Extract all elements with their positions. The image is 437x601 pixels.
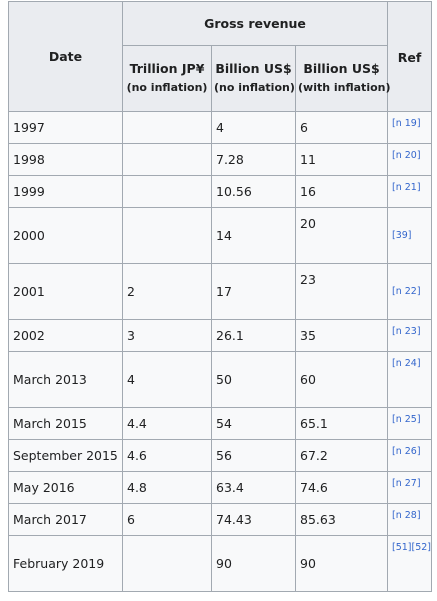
usd-infl-column-header: Billion US$ (with inflation)	[294, 45, 391, 112]
date-cell: March 2015	[8, 407, 123, 440]
ref-cell: [n 24]	[387, 351, 433, 408]
jpy-cell: 4.8	[122, 471, 212, 504]
usd-infl-cell: 23	[294, 263, 389, 320]
usd-cell: 90	[211, 535, 296, 592]
usd-infl-cell: 35	[294, 319, 389, 352]
ref-link[interactable]: [51][52]	[392, 542, 432, 553]
usd-infl-cell: 74.6	[294, 471, 389, 504]
usd-cell: 10.56	[211, 175, 296, 208]
usd-cell: 4	[211, 111, 296, 144]
ref-cell: [n 22]	[387, 263, 433, 320]
date-cell: February 2019	[8, 535, 123, 592]
usd-infl-cell: 60	[294, 351, 389, 408]
usd-infl-cell: 11	[294, 143, 389, 176]
jpy-cell: 4	[122, 351, 212, 408]
table-row: 2002 3 26.1 35 [n 23]	[8, 319, 433, 352]
gross-revenue-header: Gross revenue	[121, 1, 389, 46]
ref-link[interactable]: [n 22]	[392, 286, 421, 297]
jpy-column-header: Trillion JP¥ (no inflation)	[122, 45, 212, 112]
table-row: March 2013 4 50 60 [n 24]	[8, 351, 433, 408]
usd-unit-label: Billion US$	[215, 61, 292, 76]
table-row: May 2016 4.8 63.4 74.6 [n 27]	[8, 471, 433, 504]
revenue-table: Date Gross revenue Ref Trillion JP¥ (no …	[8, 1, 433, 592]
jpy-unit-label: Trillion JP¥	[129, 61, 205, 76]
jpy-cell: 4.4	[122, 407, 212, 440]
table-row: 1998 7.28 11 [n 20]	[8, 143, 433, 176]
ref-cell: [n 27]	[387, 471, 433, 504]
usd-column-header: Billion US$ (no inflation)	[211, 45, 296, 112]
date-cell: 2001	[8, 263, 123, 320]
ref-cell: [n 25]	[387, 407, 433, 440]
usd-cell: 74.43	[211, 503, 296, 536]
date-cell: 1997	[8, 111, 123, 144]
ref-cell: [51][52]	[387, 535, 433, 592]
table-row: March 2017 6 74.43 85.63 [n 28]	[8, 503, 433, 536]
usd-cell: 54	[211, 407, 296, 440]
ref-link[interactable]: [n 19]	[392, 118, 421, 129]
usd-infl-cell: 90	[294, 535, 389, 592]
usd-infl-inflation-note: (with inflation)	[298, 81, 391, 94]
date-cell: September 2015	[8, 439, 123, 472]
ref-link[interactable]: [n 24]	[392, 358, 421, 369]
jpy-cell	[122, 111, 212, 144]
table-row: 2000 14 20 [39]	[8, 207, 433, 264]
ref-link[interactable]: [n 28]	[392, 510, 421, 521]
jpy-cell: 6	[122, 503, 212, 536]
usd-cell: 7.28	[211, 143, 296, 176]
table-row: February 2019 90 90 [51][52]	[8, 535, 433, 592]
jpy-cell	[122, 143, 212, 176]
ref-cell: [n 26]	[387, 439, 433, 472]
date-cell: March 2013	[8, 351, 123, 408]
table-row: September 2015 4.6 56 67.2 [n 26]	[8, 439, 433, 472]
usd-cell: 17	[211, 263, 296, 320]
usd-infl-cell: 85.63	[294, 503, 389, 536]
usd-infl-cell: 67.2	[294, 439, 389, 472]
usd-infl-cell: 20	[294, 207, 389, 264]
jpy-inflation-note: (no inflation)	[126, 81, 208, 94]
usd-infl-cell: 16	[294, 175, 389, 208]
jpy-cell: 4.6	[122, 439, 212, 472]
date-header: Date	[8, 1, 123, 112]
ref-link[interactable]: [39]	[392, 230, 412, 241]
table-row: March 2015 4.4 54 65.1 [n 25]	[8, 407, 433, 440]
table-row: 2001 2 17 23 [n 22]	[8, 263, 433, 320]
usd-cell: 14	[211, 207, 296, 264]
usd-cell: 63.4	[211, 471, 296, 504]
ref-cell: [n 28]	[387, 503, 433, 536]
usd-cell: 50	[211, 351, 296, 408]
ref-link[interactable]: [n 25]	[392, 414, 421, 425]
ref-cell: [39]	[387, 207, 433, 264]
ref-cell: [n 21]	[387, 175, 433, 208]
date-cell: May 2016	[8, 471, 123, 504]
ref-link[interactable]: [n 21]	[392, 182, 421, 193]
jpy-cell	[122, 535, 212, 592]
table-row: 1999 10.56 16 [n 21]	[8, 175, 433, 208]
header-row-sub: Trillion JP¥ (no inflation) Billion US$ …	[9, 45, 432, 112]
date-cell: March 2017	[8, 503, 123, 536]
usd-infl-cell: 65.1	[294, 407, 389, 440]
table-row: 1997 4 6 [n 19]	[8, 111, 433, 144]
usd-cell: 26.1	[211, 319, 296, 352]
jpy-cell	[122, 175, 212, 208]
ref-header: Ref	[387, 1, 433, 112]
header-row-top: Date Gross revenue Ref	[8, 1, 433, 112]
date-cell: 2002	[8, 319, 123, 352]
ref-cell: [n 20]	[387, 143, 433, 176]
ref-link[interactable]: [n 20]	[392, 150, 421, 161]
usd-infl-unit-label: Billion US$	[303, 61, 380, 76]
jpy-cell: 3	[122, 319, 212, 352]
jpy-cell: 2	[122, 263, 212, 320]
ref-link[interactable]: [n 26]	[392, 446, 421, 457]
ref-link[interactable]: [n 27]	[392, 478, 421, 489]
usd-infl-cell: 6	[294, 111, 389, 144]
usd-inflation-note: (no inflation)	[214, 81, 295, 94]
ref-cell: [n 19]	[387, 111, 433, 144]
date-cell: 1998	[8, 143, 123, 176]
date-cell: 2000	[8, 207, 123, 264]
date-cell: 1999	[8, 175, 123, 208]
usd-cell: 56	[211, 439, 296, 472]
ref-link[interactable]: [n 23]	[392, 326, 421, 337]
jpy-cell	[122, 207, 212, 264]
ref-cell: [n 23]	[387, 319, 433, 352]
